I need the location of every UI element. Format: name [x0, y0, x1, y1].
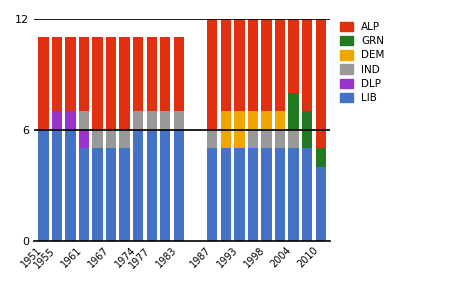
Bar — [261, 19, 272, 111]
Bar — [207, 148, 218, 241]
Bar — [207, 19, 218, 130]
Bar — [261, 111, 272, 130]
Bar — [39, 37, 48, 130]
Bar — [66, 37, 75, 111]
Bar — [79, 37, 89, 111]
Bar — [120, 37, 130, 130]
Bar — [234, 111, 245, 148]
Bar — [221, 111, 231, 148]
Bar — [106, 130, 116, 148]
Bar — [79, 111, 89, 130]
Bar — [160, 130, 170, 241]
Bar — [316, 167, 326, 241]
Bar — [302, 19, 312, 111]
Bar — [39, 130, 48, 241]
Bar — [288, 19, 299, 93]
Bar — [93, 130, 103, 148]
Bar — [234, 19, 245, 111]
Bar — [133, 37, 143, 111]
Bar — [66, 130, 75, 241]
Bar — [248, 19, 258, 111]
Bar — [146, 130, 157, 241]
Bar — [79, 130, 89, 148]
Bar — [160, 37, 170, 111]
Bar — [316, 148, 326, 167]
Bar — [93, 148, 103, 241]
Bar — [93, 37, 103, 130]
Bar — [120, 148, 130, 241]
Bar — [234, 148, 245, 241]
Bar — [52, 37, 62, 111]
Bar — [221, 19, 231, 111]
Bar — [248, 111, 258, 130]
Bar — [261, 130, 272, 148]
Bar — [207, 130, 218, 148]
Bar — [133, 130, 143, 241]
Bar — [302, 111, 312, 148]
Legend: ALP, GRN, DEM, IND, DLP, LIB: ALP, GRN, DEM, IND, DLP, LIB — [338, 20, 386, 105]
Bar — [79, 148, 89, 241]
Bar — [275, 111, 285, 130]
Bar — [302, 148, 312, 241]
Bar — [52, 130, 62, 241]
Bar — [146, 37, 157, 111]
Bar — [248, 130, 258, 148]
Bar — [288, 148, 299, 241]
Bar — [66, 111, 75, 130]
Bar — [248, 148, 258, 241]
Bar — [275, 148, 285, 241]
Bar — [261, 148, 272, 241]
Bar — [133, 111, 143, 130]
Bar — [52, 111, 62, 130]
Bar — [173, 111, 184, 130]
Bar — [221, 148, 231, 241]
Bar — [275, 130, 285, 148]
Bar — [106, 148, 116, 241]
Bar — [173, 37, 184, 111]
Bar — [106, 37, 116, 130]
Bar — [160, 111, 170, 130]
Bar — [275, 19, 285, 111]
Bar — [146, 111, 157, 130]
Bar — [173, 130, 184, 241]
Bar — [288, 93, 299, 130]
Bar — [120, 130, 130, 148]
Bar — [288, 130, 299, 148]
Bar — [316, 19, 326, 148]
